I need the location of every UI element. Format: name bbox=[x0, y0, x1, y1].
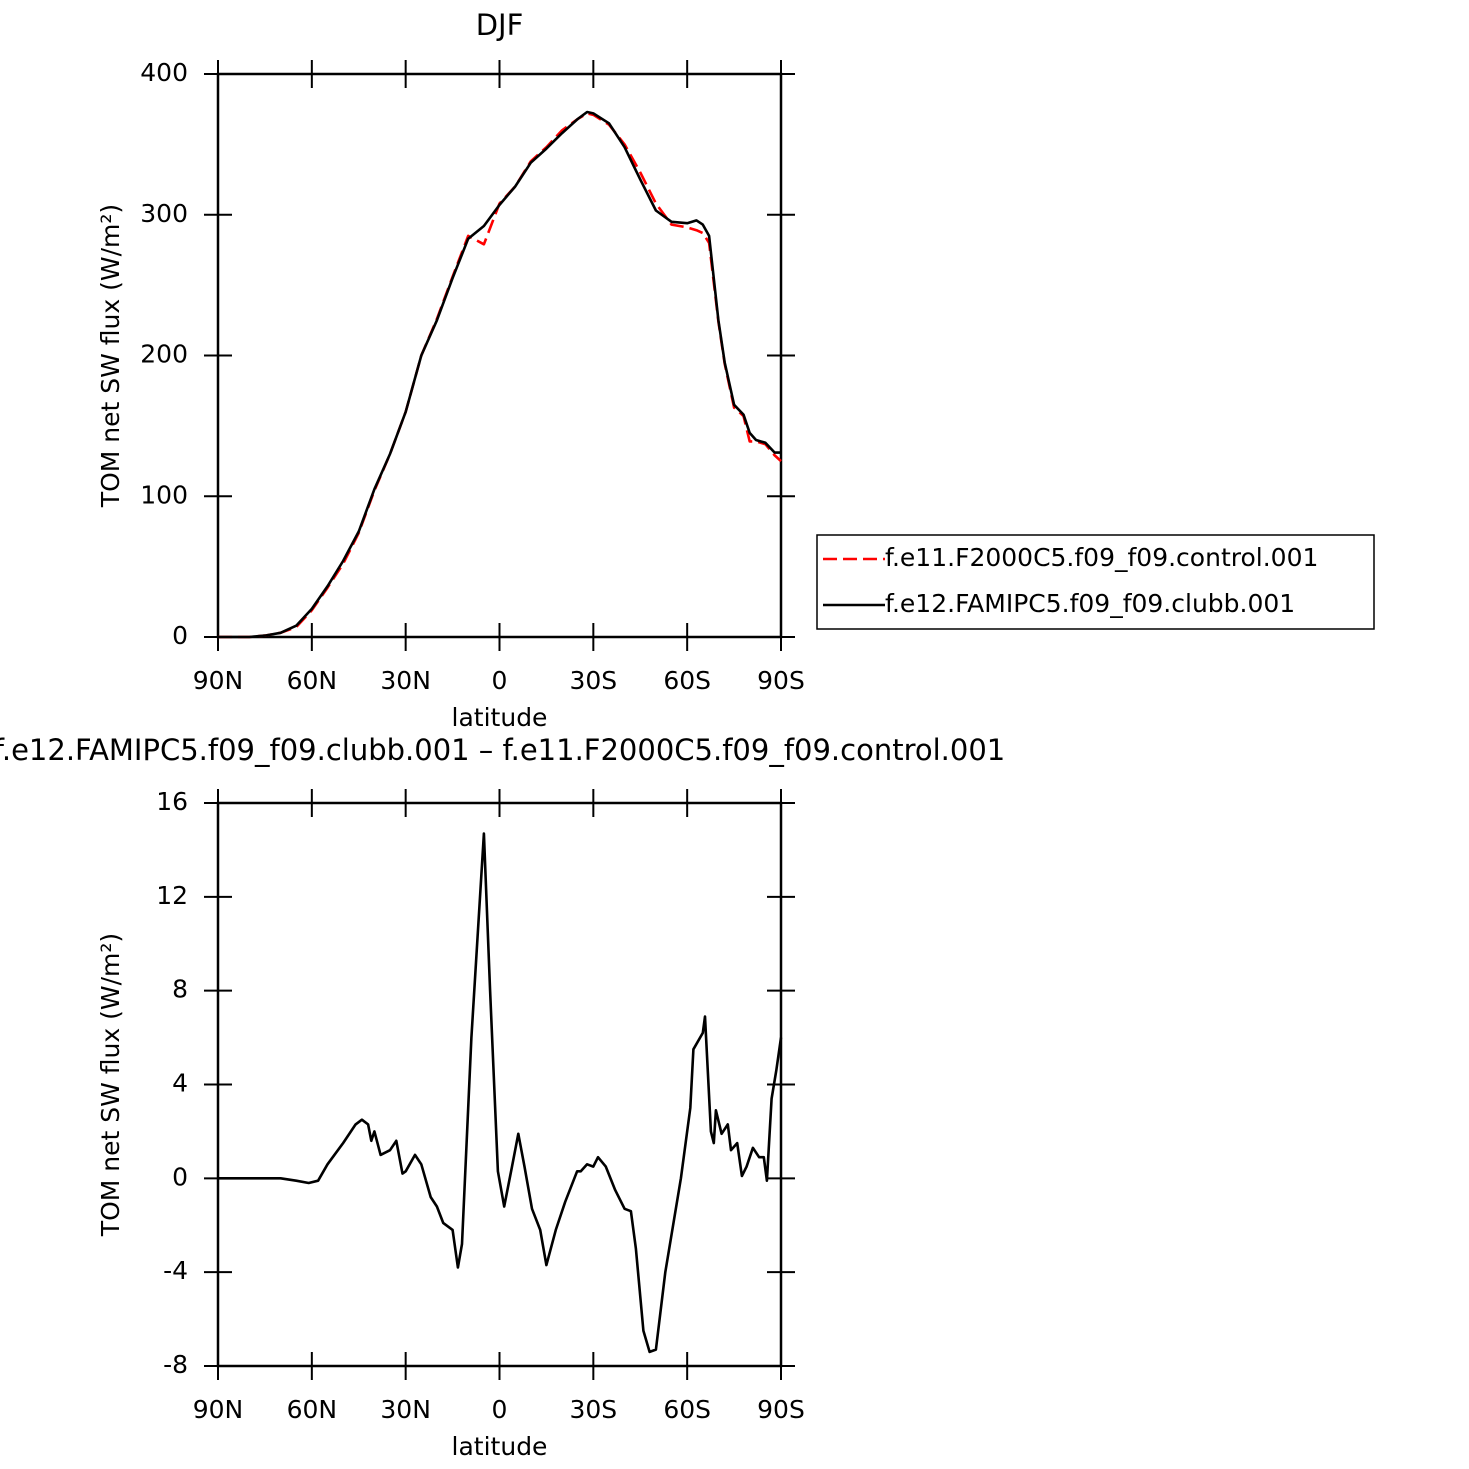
y-tick-label: 4 bbox=[172, 1069, 188, 1098]
y-axis-label: TOM net SW flux (W/m²) bbox=[96, 204, 125, 508]
data-line bbox=[218, 112, 782, 639]
y-tick-label: 200 bbox=[140, 340, 188, 369]
y-tick-label: 100 bbox=[140, 480, 188, 509]
chart-title: f.e12.FAMIPC5.f09_f09.clubb.001 – f.e11.… bbox=[0, 733, 1005, 767]
data-line bbox=[218, 110, 781, 639]
x-tick-label: 0 bbox=[492, 666, 508, 695]
y-tick-label: 0 bbox=[172, 1162, 188, 1191]
x-tick-label: 60N bbox=[287, 1395, 338, 1424]
data-line bbox=[218, 832, 783, 1354]
x-tick-label: 30N bbox=[380, 666, 431, 695]
x-tick-label: 30S bbox=[569, 1395, 617, 1424]
x-axis-label: latitude bbox=[452, 1432, 548, 1461]
x-tick-label: 60S bbox=[663, 1395, 711, 1424]
y-axis-label: TOM net SW flux (W/m²) bbox=[96, 933, 125, 1237]
legend-label: f.e11.F2000C5.f09_f09.control.001 bbox=[885, 543, 1318, 572]
y-tick-label: -4 bbox=[163, 1256, 188, 1285]
y-tick-label: 12 bbox=[156, 881, 188, 910]
x-tick-label: 90N bbox=[193, 666, 244, 695]
x-tick-label: 0 bbox=[492, 1395, 508, 1424]
y-tick-label: 8 bbox=[172, 975, 188, 1004]
x-tick-label: 60S bbox=[663, 666, 711, 695]
x-tick-label: 60N bbox=[287, 666, 338, 695]
chart-title: DJF bbox=[476, 8, 524, 42]
y-tick-label: 0 bbox=[172, 621, 188, 650]
plot-frame bbox=[216, 72, 783, 639]
x-tick-label: 90N bbox=[193, 1395, 244, 1424]
x-tick-label: 30S bbox=[569, 666, 617, 695]
y-tick-label: 300 bbox=[140, 199, 188, 228]
x-tick-label: 30N bbox=[380, 1395, 431, 1424]
x-tick-label: 90S bbox=[757, 666, 805, 695]
y-tick-label: 16 bbox=[156, 787, 188, 816]
legend-label: f.e12.FAMIPC5.f09_f09.clubb.001 bbox=[885, 589, 1295, 618]
x-axis-label: latitude bbox=[452, 703, 548, 732]
x-tick-label: 90S bbox=[757, 1395, 805, 1424]
plot-frame bbox=[216, 801, 783, 1368]
y-tick-label: 400 bbox=[140, 58, 188, 87]
legend-box bbox=[816, 534, 1375, 630]
y-tick-label: -8 bbox=[163, 1350, 188, 1379]
